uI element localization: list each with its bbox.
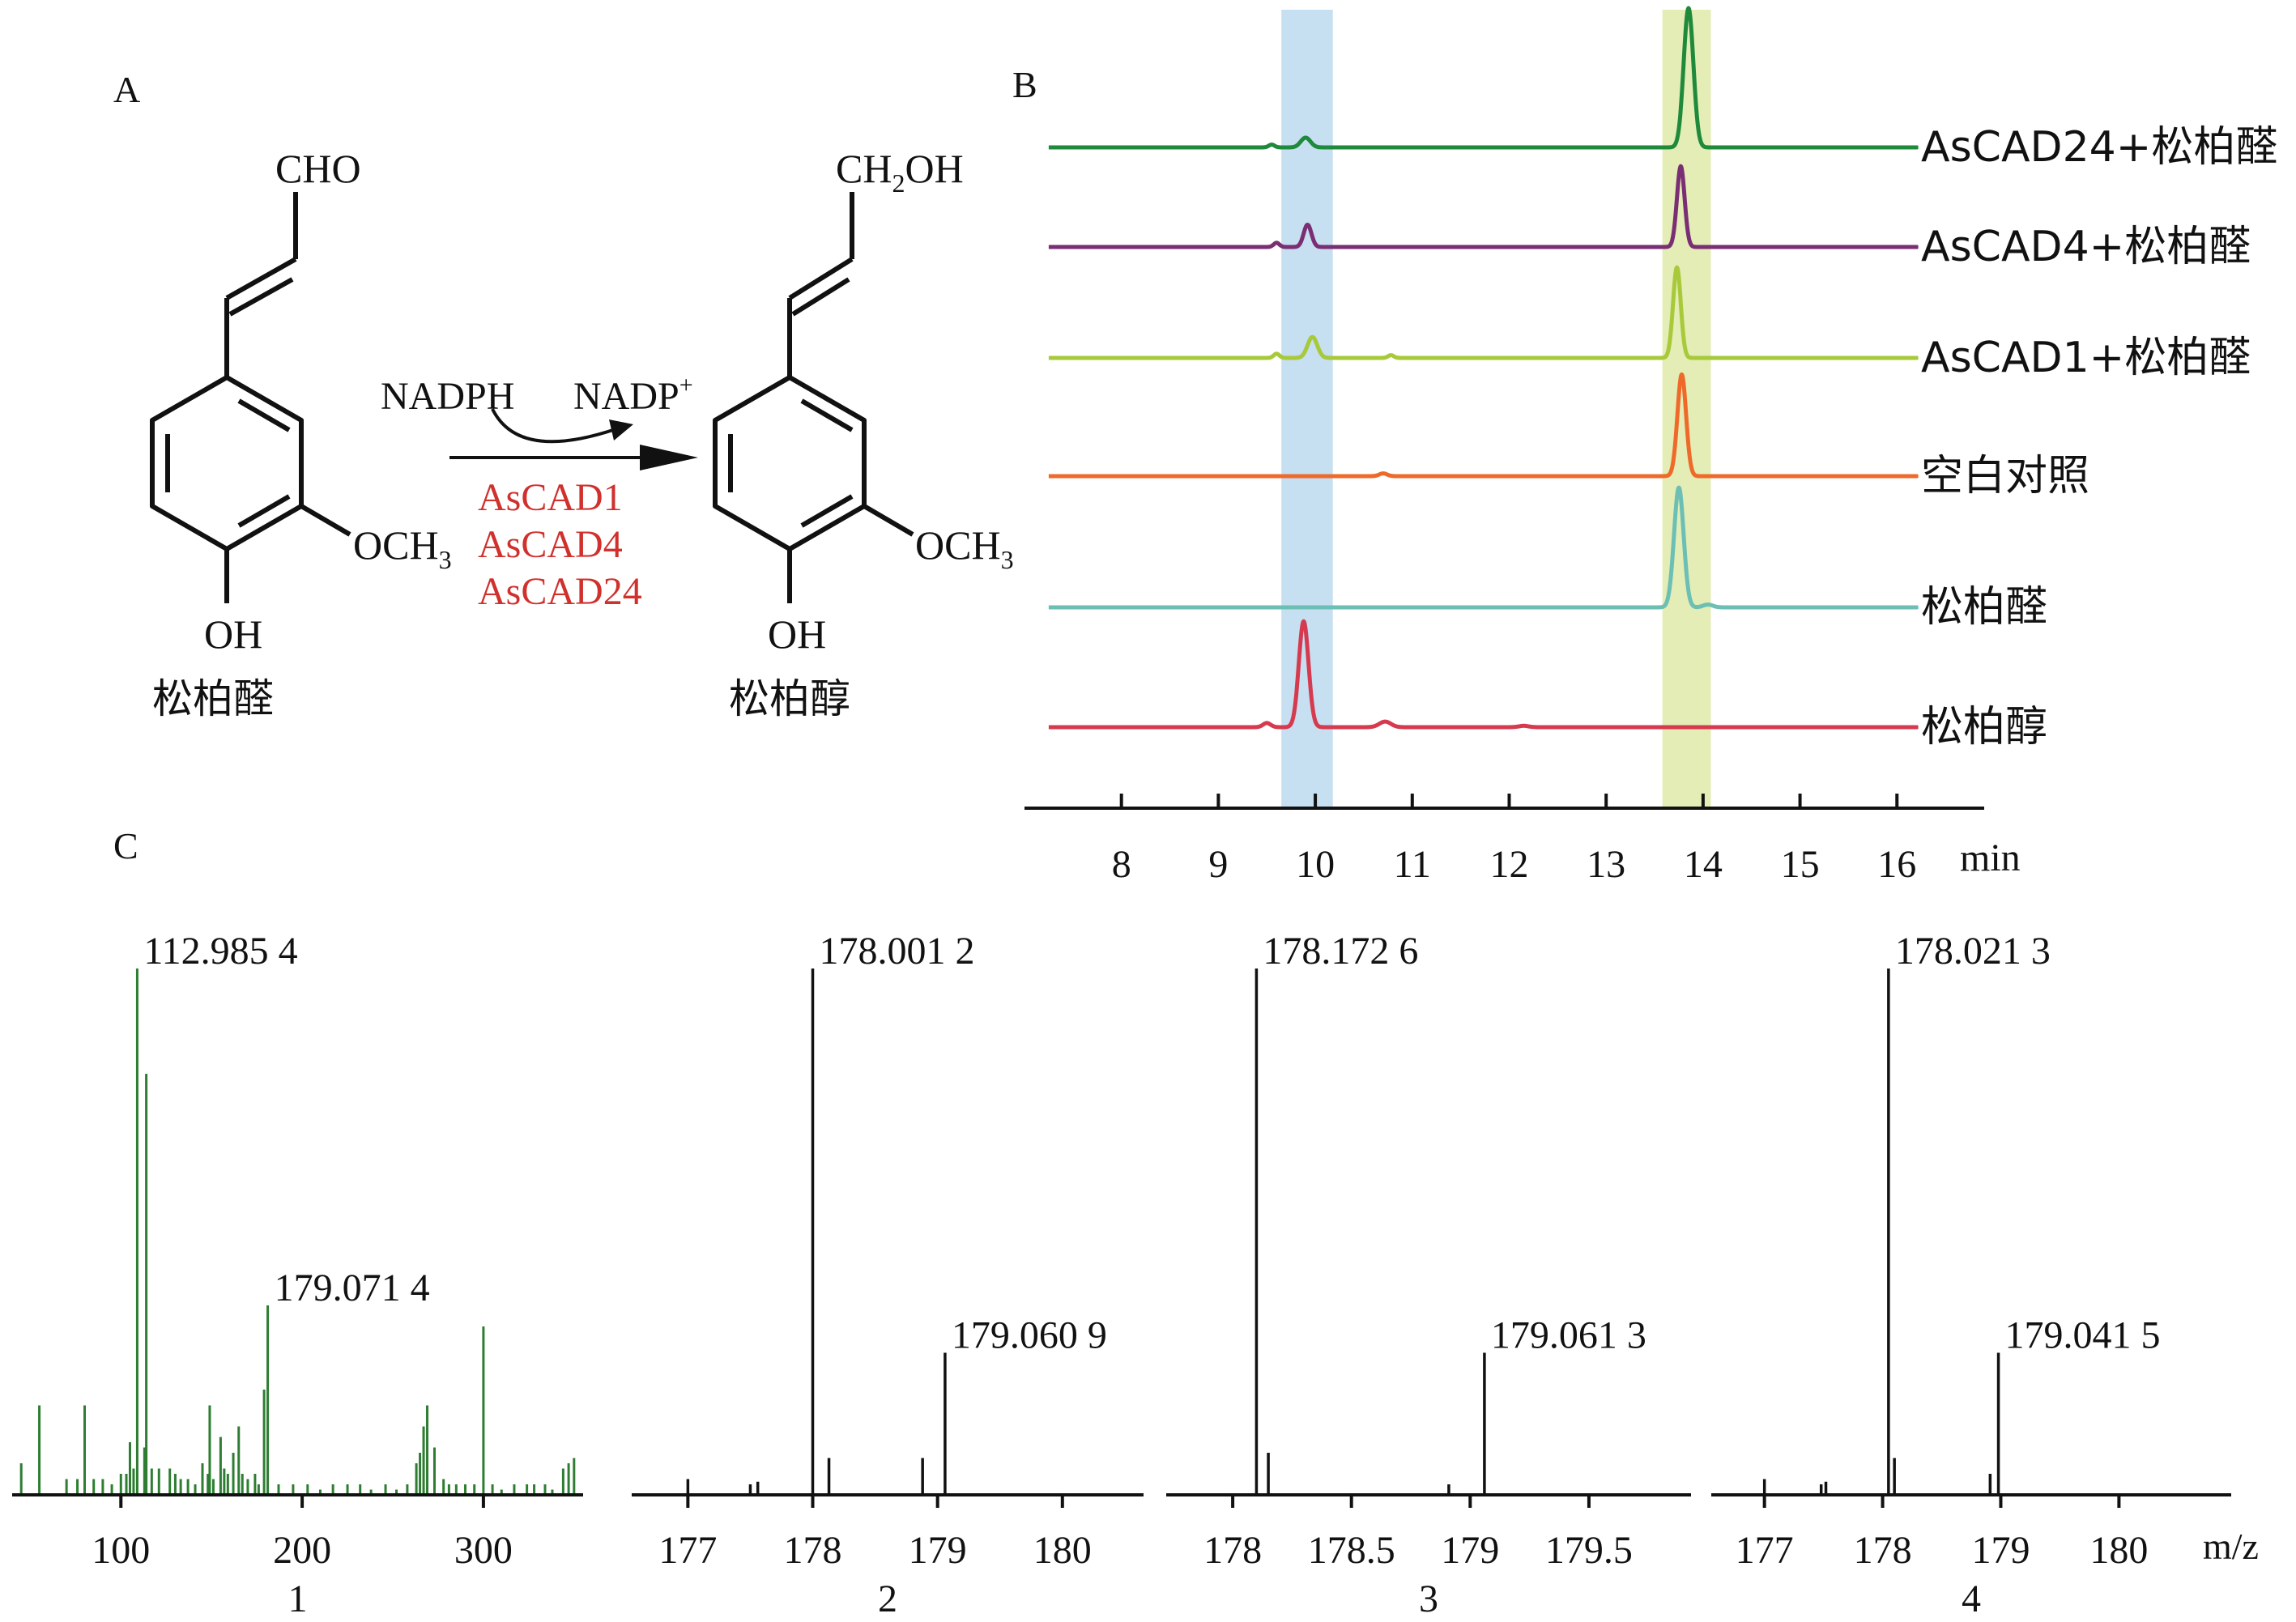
spectrum-3-peak-label-2: 179.061 3 [1491,1314,1646,1357]
reaction-scheme [150,192,914,603]
spectrum-3-peak-label-1: 178.172 6 [1263,930,1418,973]
trace-label-1: AsCAD24+松柏醛 [1921,123,2277,172]
substrate-methoxy: OCH3 [353,522,452,574]
highlight-band-1 [1281,10,1333,808]
trace-4 [1047,372,1919,479]
x-tick-label: 15 [1781,843,1820,886]
x-tick-label: 10 [1296,843,1335,886]
x-tick-label: 13 [1587,843,1625,886]
spectrum-4-peak-label-2: 179.041 5 [2005,1314,2161,1357]
trace-label-4: 空白对照 [1921,452,2089,500]
x-tick-label: 12 [1489,843,1528,886]
x-tick-label: 14 [1684,843,1723,886]
spectrum-4-tick-label: 179 [1971,1529,2030,1572]
spectrum-2-peak-label-2: 179.060 9 [952,1314,1107,1357]
substrate-structure [150,192,351,603]
trace-5 [1047,485,1919,610]
spectrum-1-peak-label-2: 179.071 4 [275,1267,430,1309]
spectrum-2-tick-label: 179 [909,1529,967,1572]
spectrum-3-tick-label: 178.5 [1308,1529,1395,1572]
trace-1 [1047,6,1919,150]
spectrum-2-label: 2 [878,1577,897,1620]
x-tick-label: 16 [1877,843,1916,886]
product-structure [713,192,914,603]
spectrum-1-tick-label: 300 [454,1529,513,1572]
x-tick-label: 11 [1394,843,1431,886]
trace-6 [1047,619,1919,730]
product-methoxy: OCH3 [915,522,1014,574]
enzyme-label-2: AsCAD4 [478,523,623,566]
spectrum-4-tick-label: 178 [1854,1529,1912,1572]
product-ch2oh: CH2OH [836,146,964,198]
spectrum-3-tick-label: 179 [1441,1529,1499,1572]
spectrum-4-tick-label: 177 [1736,1529,1794,1572]
spectrum-3-tick-label: 179.5 [1545,1529,1633,1572]
trace-2 [1047,164,1919,249]
x-tick-label: 9 [1208,843,1228,886]
substrate-hydroxy: OH [204,611,262,657]
spectrum-1-tick-label: 100 [92,1529,150,1572]
spectrum-3-label: 3 [1419,1577,1438,1620]
substrate-cho: CHO [275,146,361,191]
enzyme-label-1: AsCAD1 [478,476,623,519]
spectrum-2-tick-label: 177 [658,1529,717,1572]
trace-3 [1047,265,1919,360]
mz-unit-label: m/z [2203,1526,2259,1567]
enzyme-label-3: AsCAD24 [478,570,642,613]
chromatogram-chart: AsCAD24+松柏醛 AsCAD4+松柏醛 AsCAD1+松柏醛空白对照松柏醛松柏… [1024,6,2277,886]
trace-label-2: AsCAD4+松柏醛 [1921,223,2251,271]
reaction-arrow [449,408,698,470]
panel-label-c: C [113,825,138,866]
spectrum-2-tick-label: 180 [1033,1529,1092,1572]
mass-spectra: 100 200 300 112.985 4 179.071 4 1 177 178 179 180… [12,930,2231,1620]
cofactor-nadp: NADP+ [573,372,693,418]
cofactor-nadph: NADPH [381,375,514,418]
spectrum-4-label: 4 [1962,1577,1981,1620]
spectrum-1-peak-label-1: 112.985 4 [143,930,297,973]
substrate-name: 松柏醛 [152,675,274,722]
spectrum-4-peak-label-1: 178.021 3 [1895,930,2051,973]
product-hydroxy: OH [768,611,826,657]
spectrum-4-tick-label: 180 [2089,1529,2148,1572]
spectrum-2-tick-label: 178 [784,1529,842,1572]
x-axis-label: min [1960,837,2021,879]
spectrum-2-peak-label-1: 178.001 2 [820,930,975,973]
trace-label-5: 松柏醛 [1921,583,2047,632]
trace-label-3: AsCAD1+松柏醛 [1921,334,2251,382]
spectrum-1-label: 1 [288,1577,308,1620]
trace-label-6: 松柏醇 [1921,703,2047,751]
x-tick-label: 8 [1112,843,1131,886]
spectrum-1-tick-label: 200 [273,1529,331,1572]
panel-label-b: B [1012,64,1037,105]
panel-label-a: A [113,69,140,110]
product-name: 松柏醇 [729,675,850,722]
spectrum-3-tick-label: 178 [1203,1529,1262,1572]
